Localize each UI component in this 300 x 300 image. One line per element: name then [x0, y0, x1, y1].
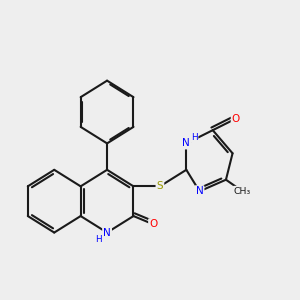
Text: S: S: [157, 181, 163, 191]
Text: O: O: [149, 219, 158, 229]
Text: N: N: [182, 138, 190, 148]
Text: O: O: [232, 114, 240, 124]
Text: CH₃: CH₃: [234, 187, 251, 196]
Text: N: N: [196, 186, 203, 196]
Text: H: H: [191, 133, 198, 142]
Text: H: H: [95, 235, 102, 244]
Text: N: N: [103, 228, 111, 238]
